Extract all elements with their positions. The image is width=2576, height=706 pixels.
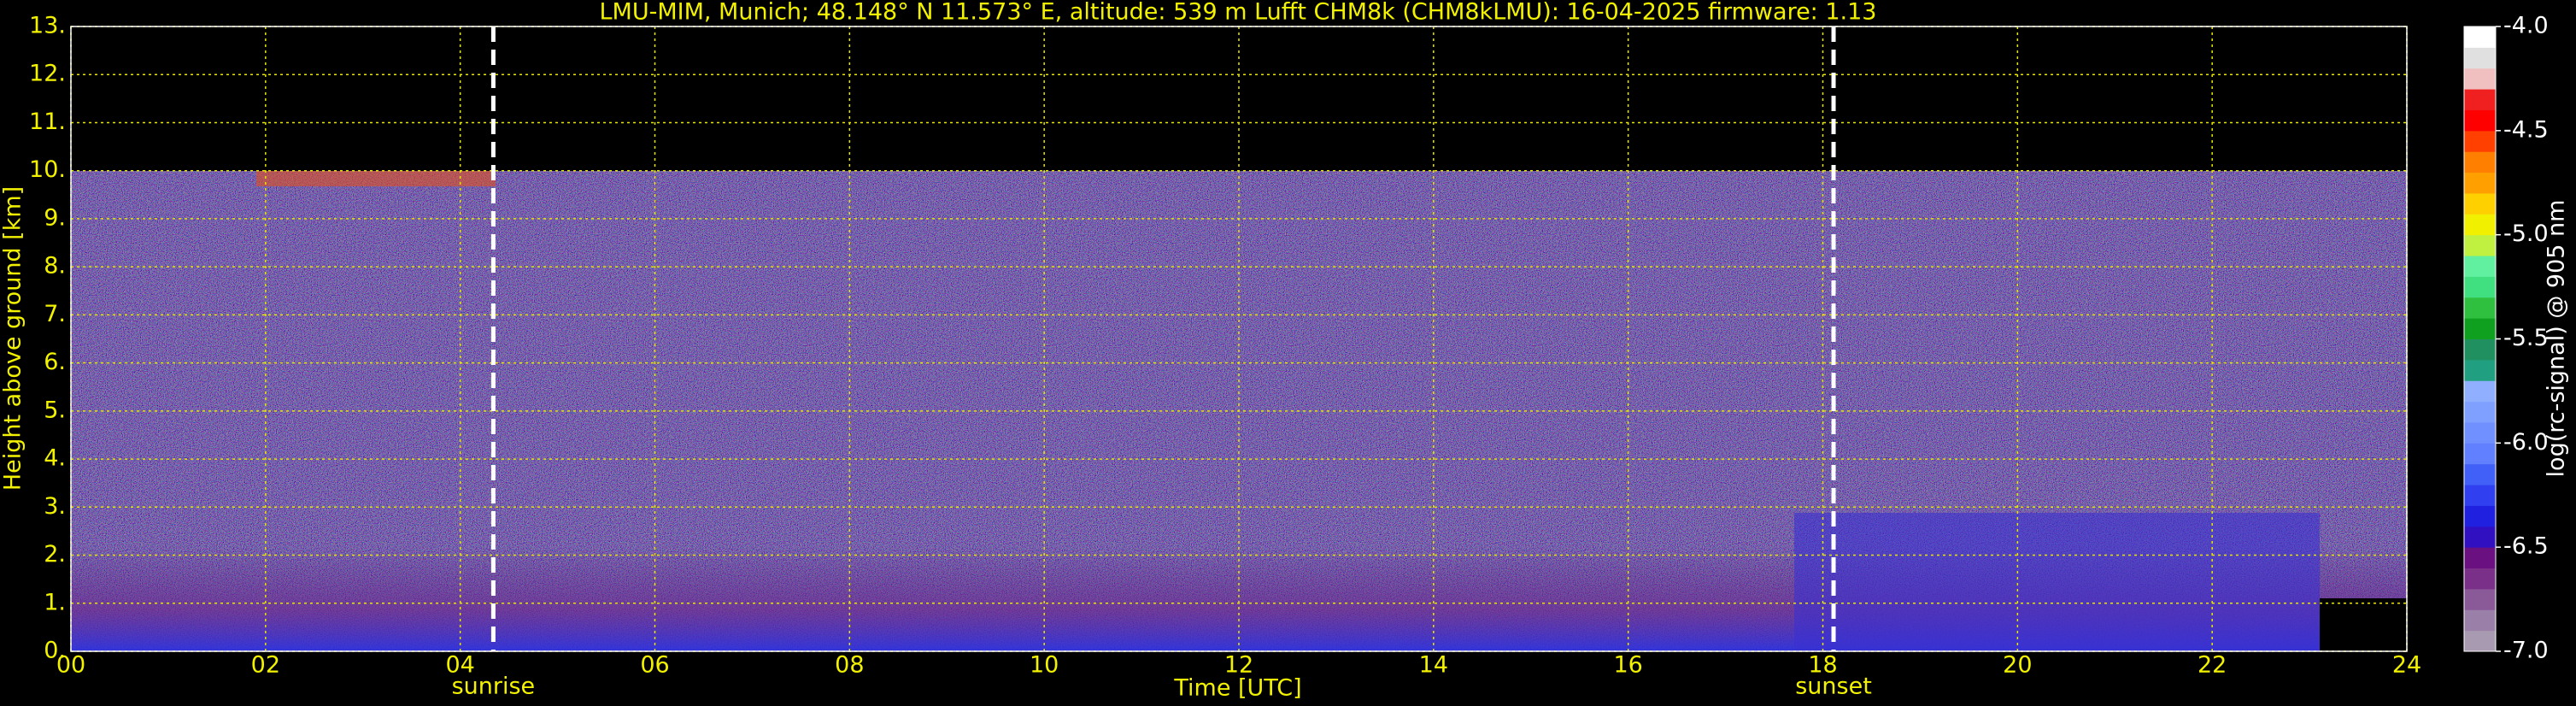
colorbar-swatch (2464, 588, 2496, 610)
annotation-label: sunrise (452, 674, 536, 700)
colorbar-swatch (2464, 68, 2496, 90)
colorbar-swatch (2464, 256, 2496, 277)
colorbar-tick-label: -5.0 (2503, 221, 2549, 247)
colorbar-swatch (2464, 89, 2496, 110)
x-tick-label: 02 (251, 652, 280, 679)
colorbar-swatch (2464, 214, 2496, 236)
colorbar-swatch (2464, 338, 2496, 361)
y-tick-label: 13. (29, 13, 66, 39)
colorbar-swatch (2464, 359, 2496, 381)
x-tick-label: 06 (640, 652, 669, 679)
colorbar-swatch (2464, 192, 2496, 215)
colorbar-swatch (2464, 630, 2496, 652)
colorbar-swatch (2464, 443, 2496, 465)
x-tick-label: 16 (1613, 652, 1642, 679)
x-tick-label: 24 (2392, 652, 2421, 679)
y-tick-label: 0. (44, 638, 66, 664)
colorbar-swatch (2464, 151, 2496, 174)
y-tick-label: 8. (44, 253, 66, 279)
colorbar-swatch (2464, 26, 2496, 48)
chart-title: LMU-MIM, Munich; 48.148° N 11.573° E, al… (600, 0, 1877, 26)
y-tick-label: 10. (29, 156, 66, 183)
colorbar-swatch (2464, 485, 2496, 506)
y-tick-label: 3. (44, 493, 66, 520)
colorbar-swatch (2464, 109, 2496, 132)
colorbar-label: log(rc-signal) @ 905 nm (2544, 200, 2570, 478)
colorbar-swatch (2464, 609, 2496, 632)
x-tick-label: 08 (835, 652, 864, 679)
x-tick-label: 18 (1808, 652, 1837, 679)
colorbar-tick-label: -7.0 (2503, 638, 2549, 664)
colorbar-swatch (2464, 172, 2496, 194)
x-tick-label: 10 (1030, 652, 1059, 679)
x-tick-label: 00 (56, 652, 85, 679)
colorbar-tick-label: -6.5 (2503, 533, 2549, 560)
x-tick-label: 12 (1224, 652, 1253, 679)
colorbar-swatch (2464, 318, 2496, 339)
colorbar-swatch (2464, 380, 2496, 403)
y-tick-label: 12. (29, 61, 66, 87)
y-tick-label: 2. (44, 541, 66, 568)
colorbar-tick-label: -4.0 (2503, 13, 2549, 39)
y-tick-label: 5. (44, 397, 66, 423)
colorbar-swatch (2464, 526, 2496, 548)
x-tick-label: 22 (2198, 652, 2227, 679)
x-tick-label: 04 (445, 652, 474, 679)
colorbar-swatch (2464, 297, 2496, 319)
plot-frame (70, 26, 2408, 652)
colorbar-tick-label: -6.0 (2503, 429, 2549, 456)
colorbar-swatch (2464, 401, 2496, 423)
colorbar-swatch (2464, 234, 2496, 256)
colorbar-swatch (2464, 505, 2496, 527)
colorbar-swatch (2464, 421, 2496, 444)
x-axis-label: Time [UTC] (1173, 675, 1301, 702)
colorbar-tick-label: -5.5 (2503, 325, 2549, 351)
y-tick-label: 11. (29, 109, 66, 135)
colorbar-swatch (2464, 276, 2496, 298)
colorbar-swatch (2464, 130, 2496, 152)
colorbar-swatch (2464, 463, 2496, 485)
colorbar-swatch (2464, 47, 2496, 69)
y-tick-label: 1. (44, 589, 66, 615)
colorbar-swatch (2464, 547, 2496, 569)
y-tick-label: 4. (44, 445, 66, 472)
colorbar-swatch (2464, 568, 2496, 590)
x-tick-label: 20 (2003, 652, 2032, 679)
y-axis-label: Height above ground [km] (0, 186, 26, 491)
y-tick-label: 6. (44, 349, 66, 375)
y-tick-label: 9. (44, 204, 66, 231)
x-tick-label: 14 (1419, 652, 1448, 679)
y-tick-label: 7. (44, 301, 66, 327)
annotation-label: sunset (1795, 674, 1872, 700)
colorbar-tick-label: -4.5 (2503, 116, 2549, 143)
